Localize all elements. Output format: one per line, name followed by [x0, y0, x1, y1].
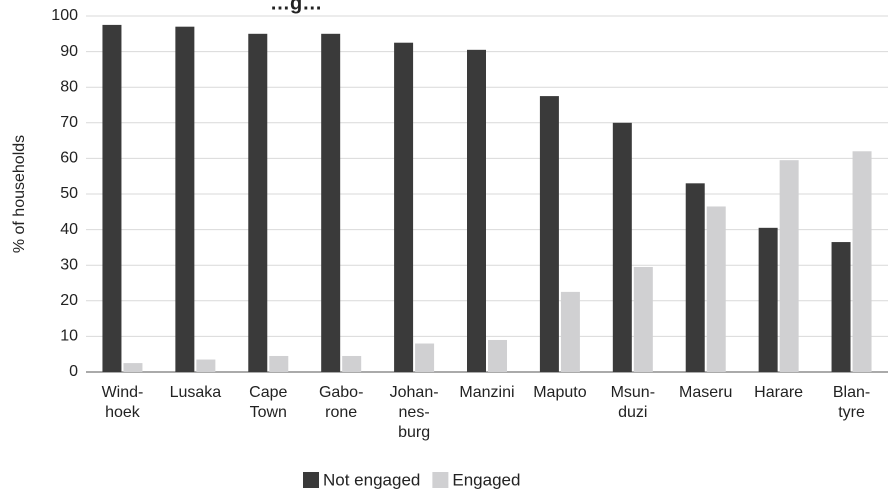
- bar-not-engaged: [248, 33, 268, 373]
- bars: [102, 24, 872, 373]
- x-category-label: Johan-: [390, 384, 439, 401]
- y-tick-label: 0: [69, 363, 78, 380]
- y-tick-label: 10: [60, 328, 78, 345]
- x-category-label: Lusaka: [170, 384, 222, 401]
- x-category-label: rone: [325, 404, 357, 421]
- x-category-label: Town: [250, 404, 287, 421]
- bar-not-engaged: [758, 227, 778, 372]
- bar-not-engaged: [831, 242, 851, 372]
- bar-not-engaged: [394, 42, 414, 372]
- bar-not-engaged: [175, 26, 195, 373]
- bar-not-engaged: [685, 183, 705, 372]
- bar-engaged: [123, 363, 143, 372]
- x-axis-categories: Wind-hoek Lusaka Cape Town Gabo-rone Johan-ne…: [102, 384, 871, 441]
- bar-not-engaged: [321, 33, 341, 373]
- x-category-label: Maputo: [533, 384, 586, 401]
- x-category-label: Manzini: [459, 384, 514, 401]
- bar-engaged: [560, 291, 580, 372]
- legend: Not engaged Engaged: [303, 470, 520, 489]
- y-tick-label: 60: [60, 150, 78, 167]
- legend-label: Engaged: [452, 470, 520, 489]
- x-category-label: Harare: [754, 384, 803, 401]
- y-tick-label: 70: [60, 114, 78, 131]
- y-axis-label: % of households: [11, 135, 28, 253]
- y-tick-label: 40: [60, 221, 78, 238]
- chart-title: …g…: [270, 0, 322, 14]
- x-category-label: Msun-: [611, 384, 655, 401]
- bar-engaged: [415, 343, 435, 372]
- legend-swatch: [432, 472, 449, 488]
- bar-not-engaged: [467, 49, 486, 372]
- x-category-label: Wind-: [102, 384, 144, 401]
- bar-engaged: [269, 355, 289, 372]
- bar-engaged: [779, 160, 799, 372]
- x-category-label: Gabo-: [319, 384, 363, 401]
- x-category-label: Maseru: [679, 384, 732, 401]
- bar-engaged: [852, 151, 872, 372]
- x-category-label: Cape: [249, 384, 287, 401]
- bar-engaged: [342, 355, 362, 372]
- legend-swatch: [303, 472, 319, 488]
- bar-engaged: [633, 266, 653, 372]
- y-tick-label: 90: [60, 43, 78, 60]
- bar-engaged: [706, 206, 726, 372]
- legend-label: Not engaged: [323, 470, 420, 489]
- x-category-label: hoek: [105, 404, 141, 421]
- x-category-label: tyre: [838, 404, 865, 421]
- bar-not-engaged: [102, 24, 122, 373]
- bar-not-engaged: [612, 122, 632, 372]
- y-tick-label: 20: [60, 292, 78, 309]
- x-category-label: nes-: [399, 404, 430, 421]
- y-tick-label: 100: [51, 7, 78, 24]
- bar-engaged: [488, 339, 507, 372]
- bar-not-engaged: [539, 96, 559, 372]
- x-category-label: duzi: [618, 404, 647, 421]
- y-axis-ticks: 0 10 20 30 40 50 60 70 80 90 100: [51, 7, 78, 380]
- y-tick-label: 50: [60, 185, 78, 202]
- x-category-label: Blan-: [833, 384, 870, 401]
- bar-engaged: [196, 359, 216, 372]
- y-tick-label: 30: [60, 256, 78, 273]
- y-tick-label: 80: [60, 78, 78, 95]
- x-category-label: burg: [398, 424, 430, 441]
- gridlines: [86, 15, 888, 373]
